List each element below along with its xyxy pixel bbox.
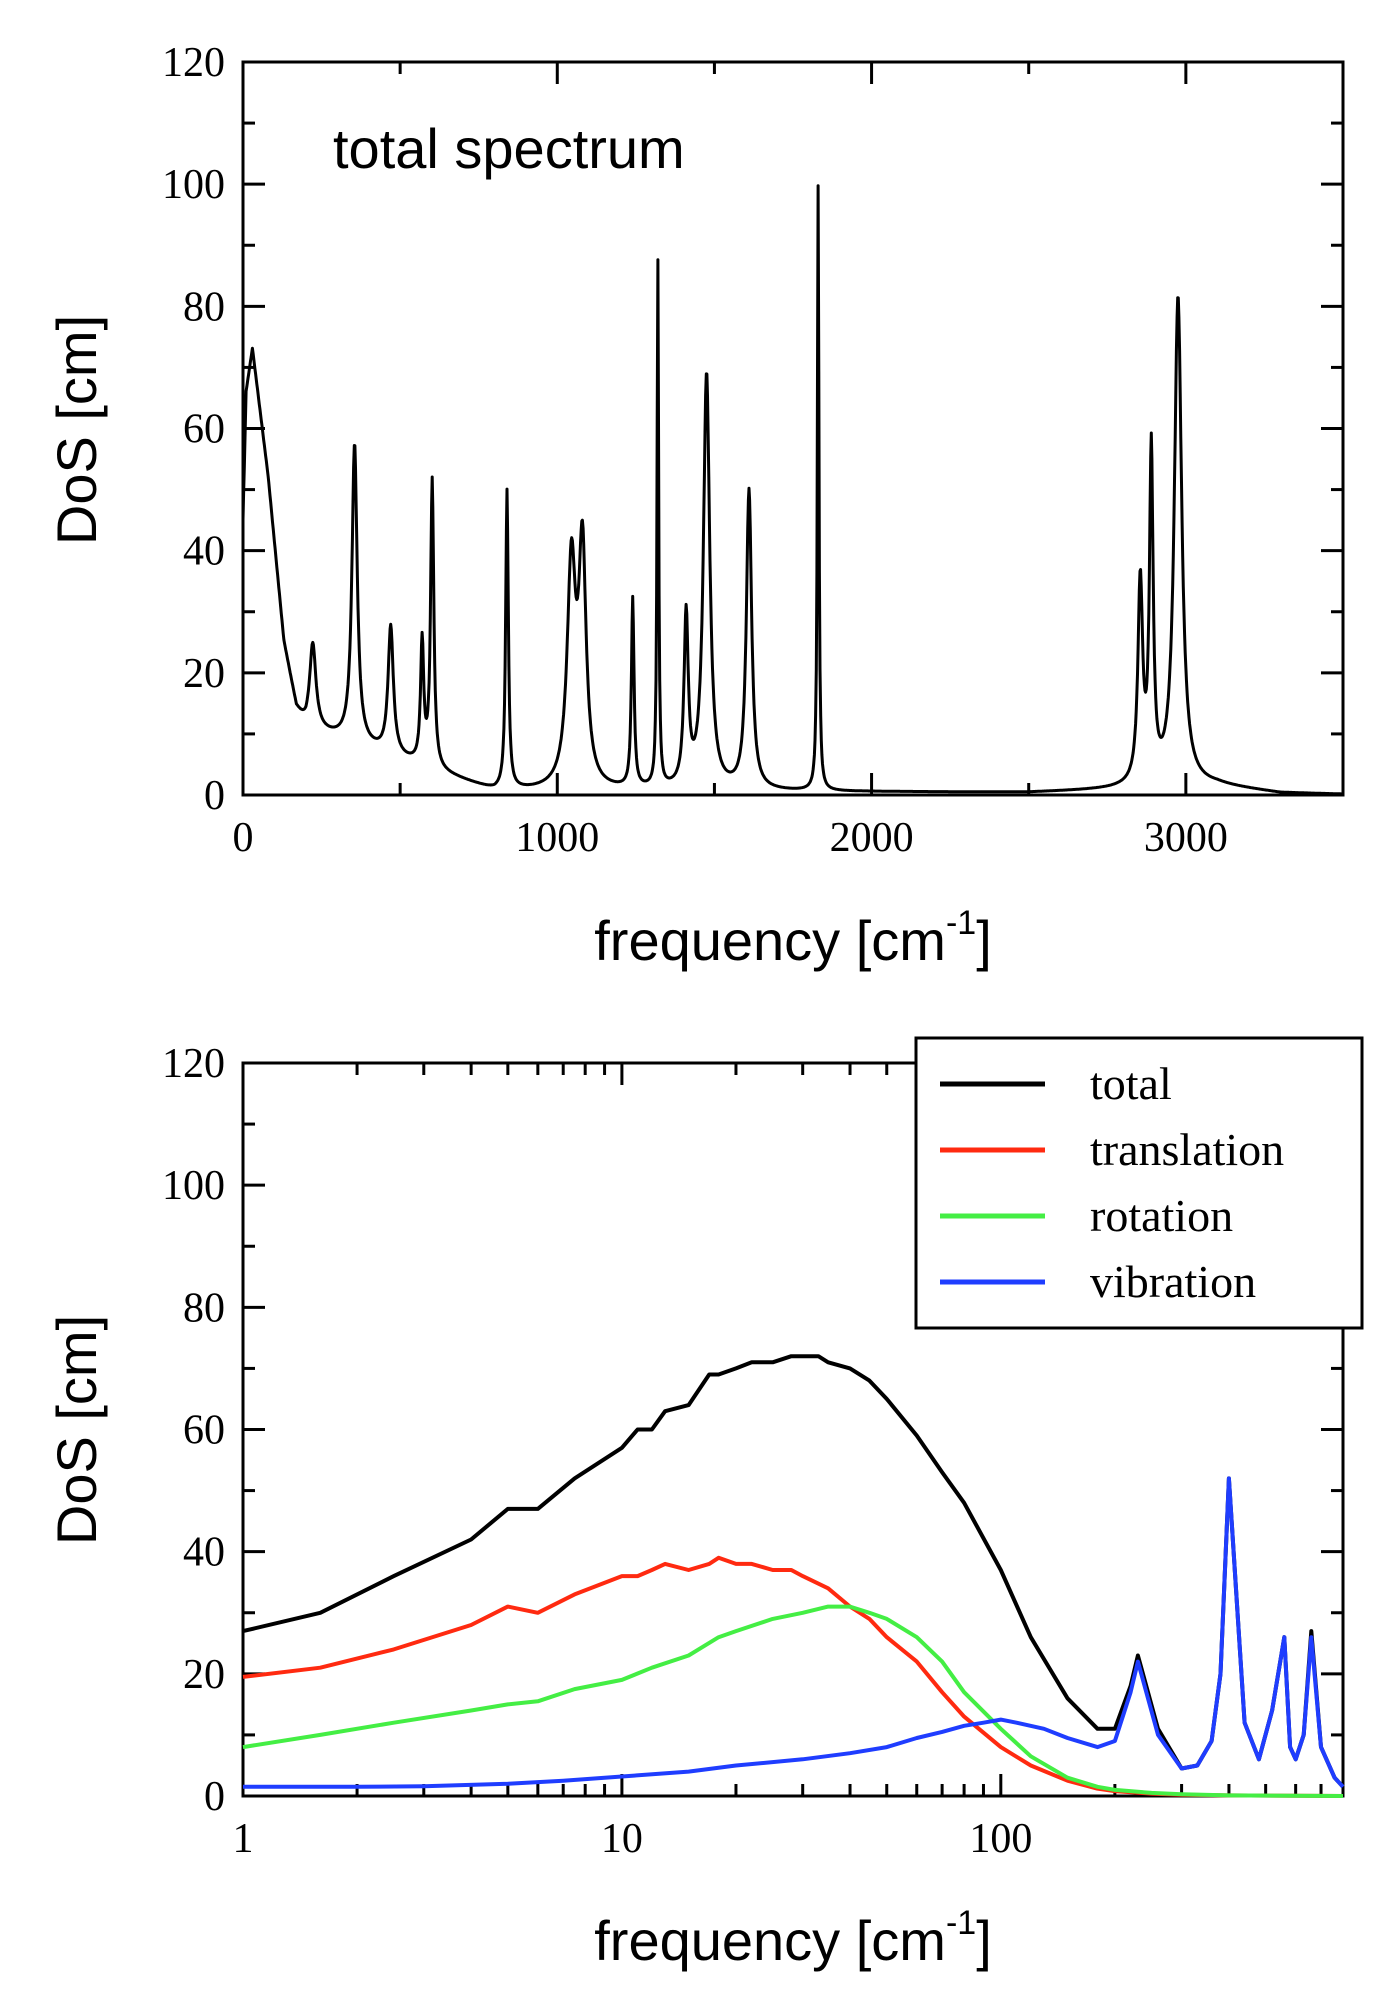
bottom-y-tick-label: 80 <box>183 1285 225 1331</box>
panel-total-spectrum: 0 20 40 60 80 100 120 0 1000 2000 3000 total spec… <box>45 40 1345 972</box>
series-translation-line <box>242 1555 1344 1798</box>
legend-label-rotation: rotation <box>1090 1190 1233 1241</box>
bottom-y-tick-label: 100 <box>162 1163 225 1209</box>
top-y-tick-label: 120 <box>162 40 225 86</box>
y-axis-title-top: DoS [cm] <box>45 315 108 545</box>
top-x-tick-label: 2000 <box>830 815 914 861</box>
top-x-tick-label: 1000 <box>515 815 599 861</box>
series-total-spectrum-line <box>241 184 1344 796</box>
top-y-tick-label: 100 <box>162 162 225 208</box>
series-vibration-line <box>243 1476 1345 1789</box>
legend: total translation rotation vibration <box>914 1036 1364 1330</box>
x-axis-title-top: frequency [cm-1] <box>594 904 992 972</box>
plot-frame-top <box>241 60 1345 797</box>
top-y-tick-label: 60 <box>183 407 225 453</box>
annotation-total-spectrum: total spectrum <box>333 117 685 180</box>
bottom-x-tick-label: 1 <box>233 1816 254 1862</box>
bottom-y-tick-label: 120 <box>162 1041 225 1087</box>
series-rotation-line <box>242 1604 1344 1798</box>
x-tick-labels-bottom: 1 10 100 <box>233 1816 1033 1862</box>
bottom-y-tick-label: 0 <box>204 1774 225 1820</box>
top-y-tick-label: 40 <box>183 529 225 575</box>
bottom-x-tick-label: 10 <box>601 1816 643 1862</box>
bottom-x-tick-label: 100 <box>969 1816 1032 1862</box>
ticks-top <box>241 60 1345 797</box>
top-x-tick-label: 3000 <box>1144 815 1228 861</box>
x-axis-title-bottom: frequency [cm-1] <box>594 1904 992 1972</box>
top-y-tick-label: 20 <box>183 651 225 697</box>
y-axis-title-bottom: DoS [cm] <box>45 1315 108 1545</box>
y-tick-labels-top: 0 20 40 60 80 100 120 <box>162 40 225 819</box>
bottom-y-tick-label: 60 <box>183 1408 225 1454</box>
bottom-y-tick-label: 40 <box>183 1530 225 1576</box>
x-tick-labels-top: 0 1000 2000 3000 <box>233 815 1228 861</box>
legend-label-vibration: vibration <box>1090 1256 1256 1307</box>
legend-label-total: total <box>1090 1058 1172 1109</box>
legend-label-translation: translation <box>1090 1124 1284 1175</box>
y-tick-labels-bottom: 0 20 40 60 80 100 120 <box>162 1041 225 1820</box>
top-y-tick-label: 80 <box>183 284 225 330</box>
bottom-y-tick-label: 20 <box>183 1652 225 1698</box>
top-x-tick-label: 0 <box>233 815 254 861</box>
top-y-tick-label: 0 <box>204 773 225 819</box>
